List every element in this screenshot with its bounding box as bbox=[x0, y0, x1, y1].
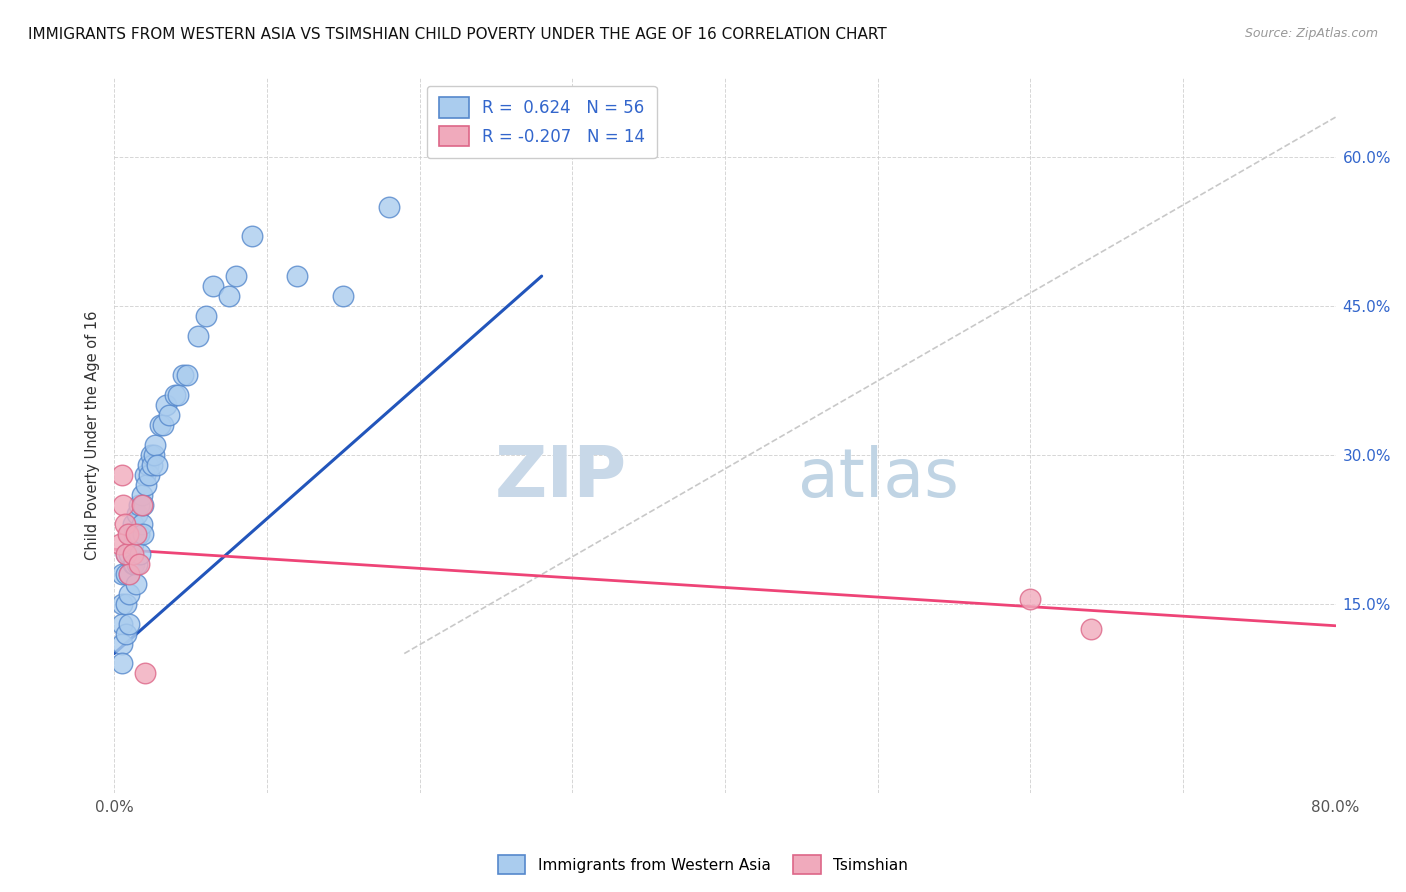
Point bbox=[118, 616, 141, 631]
Point bbox=[118, 587, 141, 601]
Point bbox=[157, 408, 180, 422]
Point bbox=[129, 547, 152, 561]
Point bbox=[112, 498, 135, 512]
Point bbox=[240, 229, 263, 244]
Point bbox=[111, 637, 134, 651]
Point bbox=[146, 458, 169, 472]
Point bbox=[117, 527, 139, 541]
Point bbox=[149, 418, 172, 433]
Point bbox=[115, 547, 138, 561]
Point bbox=[111, 467, 134, 482]
Point bbox=[142, 448, 165, 462]
Point bbox=[111, 567, 134, 582]
Point bbox=[155, 398, 177, 412]
Point bbox=[121, 557, 143, 571]
Point bbox=[1019, 591, 1042, 606]
Point bbox=[124, 527, 146, 541]
Point bbox=[118, 567, 141, 582]
Point bbox=[121, 547, 143, 561]
Point bbox=[121, 517, 143, 532]
Point bbox=[141, 458, 163, 472]
Point bbox=[115, 547, 138, 561]
Point bbox=[165, 388, 187, 402]
Point bbox=[115, 567, 138, 582]
Point bbox=[122, 557, 145, 571]
Point bbox=[110, 537, 132, 551]
Point bbox=[287, 269, 309, 284]
Point bbox=[128, 527, 150, 541]
Legend: Immigrants from Western Asia, Tsimshian: Immigrants from Western Asia, Tsimshian bbox=[492, 849, 914, 880]
Point bbox=[111, 657, 134, 671]
Point bbox=[134, 666, 156, 681]
Point bbox=[131, 517, 153, 532]
Point bbox=[115, 597, 138, 611]
Point bbox=[152, 418, 174, 433]
Point bbox=[378, 200, 401, 214]
Point bbox=[127, 508, 149, 522]
Point bbox=[134, 467, 156, 482]
Point bbox=[194, 309, 217, 323]
Point bbox=[128, 557, 150, 571]
Point bbox=[118, 547, 141, 561]
Point bbox=[218, 289, 240, 303]
Point bbox=[127, 557, 149, 571]
Point bbox=[225, 269, 247, 284]
Point bbox=[167, 388, 190, 402]
Point bbox=[131, 498, 153, 512]
Point bbox=[202, 279, 225, 293]
Text: atlas: atlas bbox=[799, 445, 959, 511]
Point bbox=[138, 467, 160, 482]
Point bbox=[111, 597, 134, 611]
Point bbox=[118, 527, 141, 541]
Point bbox=[128, 498, 150, 512]
Point bbox=[1080, 622, 1102, 636]
Point bbox=[131, 488, 153, 502]
Point bbox=[111, 616, 134, 631]
Point bbox=[127, 527, 149, 541]
Point bbox=[145, 438, 167, 452]
Point bbox=[121, 537, 143, 551]
Point bbox=[172, 368, 194, 383]
Text: Source: ZipAtlas.com: Source: ZipAtlas.com bbox=[1244, 27, 1378, 40]
Point bbox=[136, 458, 159, 472]
Point bbox=[176, 368, 198, 383]
Point bbox=[135, 477, 157, 491]
Point bbox=[139, 448, 162, 462]
Text: IMMIGRANTS FROM WESTERN ASIA VS TSIMSHIAN CHILD POVERTY UNDER THE AGE OF 16 CORR: IMMIGRANTS FROM WESTERN ASIA VS TSIMSHIA… bbox=[28, 27, 887, 42]
Point bbox=[115, 626, 138, 640]
Point bbox=[187, 328, 209, 343]
Point bbox=[114, 517, 136, 532]
Point bbox=[124, 577, 146, 591]
Point bbox=[132, 527, 155, 541]
Legend: R =  0.624   N = 56, R = -0.207   N = 14: R = 0.624 N = 56, R = -0.207 N = 14 bbox=[427, 86, 657, 158]
Text: ZIP: ZIP bbox=[495, 443, 627, 512]
Y-axis label: Child Poverty Under the Age of 16: Child Poverty Under the Age of 16 bbox=[86, 310, 100, 559]
Point bbox=[118, 567, 141, 582]
Point bbox=[122, 527, 145, 541]
Point bbox=[332, 289, 354, 303]
Point bbox=[132, 498, 155, 512]
